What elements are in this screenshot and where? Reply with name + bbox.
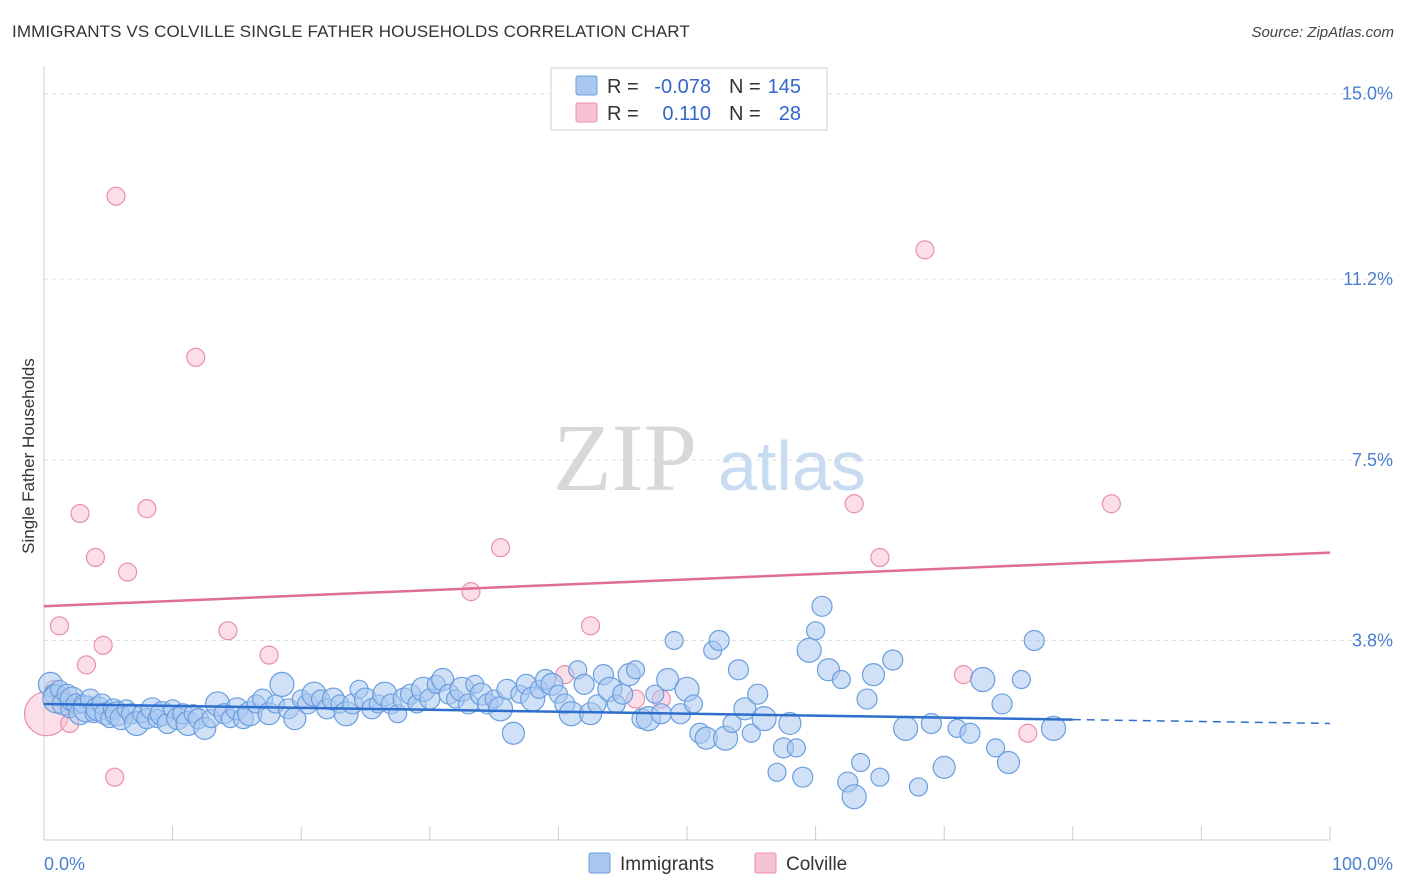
immigrants-point — [656, 667, 680, 692]
legend-swatch-immigrants — [575, 75, 598, 96]
immigrants-point — [683, 694, 704, 714]
immigrants-point — [573, 673, 595, 696]
immigrants-point — [767, 762, 787, 782]
immigrants-point — [708, 629, 730, 652]
colville-point — [49, 616, 70, 636]
legend-n-label-immigrants: N = — [729, 76, 761, 98]
immigrants-points — [37, 595, 1067, 810]
immigrants-point — [1011, 669, 1031, 690]
colville-point — [1018, 723, 1038, 743]
colville-point — [76, 655, 97, 675]
watermark: ZIP atlas — [553, 404, 866, 511]
colville-point — [137, 499, 157, 519]
colville-point — [580, 616, 601, 636]
legend-n-label-colville: N = — [729, 103, 761, 125]
legend-r-label-colville: R = — [607, 103, 639, 125]
immigrants-point — [841, 784, 867, 810]
immigrants-point — [831, 669, 851, 690]
immigrants-point — [870, 767, 890, 787]
colville-point — [93, 635, 113, 655]
immigrants-point — [612, 683, 634, 705]
colville-point — [259, 645, 279, 665]
immigrants-point — [805, 621, 826, 641]
immigrants-point — [741, 723, 761, 743]
y-tick-label: 11.2% — [1343, 269, 1393, 289]
immigrants-point — [932, 755, 956, 780]
colville-point — [461, 582, 481, 602]
bottom-legend-label-immigrants: Immigrants — [620, 854, 714, 875]
y-tick-label: 15.0% — [1342, 84, 1393, 104]
immigrants-point — [792, 766, 814, 788]
immigrants-trend-line — [43, 702, 1073, 721]
immigrants-point — [747, 683, 769, 705]
colville-trend-line — [43, 551, 1331, 608]
immigrants-point — [811, 595, 833, 617]
immigrants-trend-extension — [1072, 718, 1331, 725]
immigrants-point — [991, 693, 1013, 715]
colville-points — [23, 186, 1121, 787]
immigrants-point — [851, 752, 871, 773]
legend-swatch-colville — [575, 102, 598, 123]
immigrants-point — [996, 750, 1021, 775]
colville-point — [490, 538, 511, 558]
colville-point — [915, 240, 935, 260]
legend-n-value-colville: 28 — [779, 103, 801, 125]
watermark-atlas: atlas — [718, 427, 866, 505]
colville-point — [218, 621, 238, 641]
colville-point — [117, 562, 138, 582]
bottom-legend-label-colville: Colville — [786, 854, 847, 875]
immigrants-point — [1040, 715, 1067, 741]
colville-point — [70, 503, 90, 524]
colville-point — [106, 186, 126, 206]
bottom-legend-swatch-colville — [754, 852, 777, 874]
legend-n-value-immigrants: 145 — [768, 76, 801, 98]
immigrants-point — [893, 715, 919, 741]
y-tick-labels: 3.8% 7.5% 11.2% 15.0% — [1342, 84, 1393, 651]
immigrants-point — [727, 659, 750, 681]
x-tick-min: 0.0% — [44, 854, 85, 874]
immigrants-point — [986, 738, 1006, 758]
colville-point — [1101, 494, 1121, 514]
immigrants-point — [1023, 629, 1045, 652]
colville-point — [953, 665, 974, 685]
colville-point — [105, 767, 125, 787]
immigrants-point — [269, 671, 295, 698]
immigrants-point — [908, 777, 929, 797]
immigrants-point — [882, 649, 904, 671]
source-label: Source: ZipAtlas.com — [1251, 24, 1394, 41]
colville-point — [186, 347, 206, 367]
trend-lines — [43, 551, 1331, 725]
legend-top: R = -0.078 N = 145 R = 0.110 N = 28 — [550, 67, 828, 131]
y-tick-label: 3.8% — [1352, 630, 1393, 650]
y-tick-label: 7.5% — [1352, 450, 1393, 470]
colville-point — [844, 494, 864, 514]
immigrants-point — [487, 696, 514, 722]
y-axis-title: Single Father Households — [19, 358, 38, 554]
immigrants-point — [645, 684, 665, 704]
immigrants-point — [970, 666, 996, 693]
colville-point — [85, 547, 106, 568]
colville-point — [870, 547, 890, 568]
immigrants-point — [778, 711, 802, 736]
immigrants-point — [861, 663, 886, 687]
immigrants-point — [501, 721, 525, 745]
immigrants-point — [959, 722, 981, 744]
immigrants-point — [856, 688, 878, 710]
immigrants-point — [796, 637, 822, 663]
legend-r-label-immigrants: R = — [607, 76, 639, 98]
immigrants-point — [786, 738, 806, 758]
watermark-zip: ZIP — [553, 404, 697, 511]
bottom-legend-swatch-immigrants — [588, 852, 611, 874]
immigrants-point — [664, 630, 684, 651]
immigrants-point — [625, 660, 646, 680]
immigrants-point — [751, 705, 777, 732]
legend-r-value-colville: 0.110 — [662, 103, 711, 125]
x-tick-max: 100.0% — [1332, 854, 1393, 874]
legend-bottom: Immigrants Colville — [588, 852, 847, 875]
legend-r-value-immigrants: -0.078 — [654, 76, 711, 98]
chart-title: IMMIGRANTS VS COLVILLE SINGLE FATHER HOU… — [12, 22, 690, 41]
